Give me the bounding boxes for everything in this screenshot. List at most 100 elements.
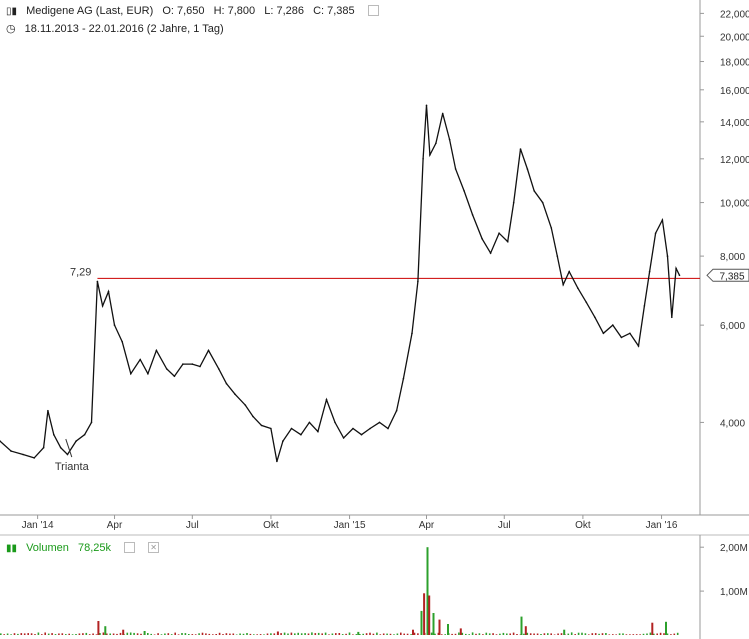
volume-bar [396, 633, 399, 635]
price-point [270, 427, 272, 430]
volume-bar [58, 633, 60, 635]
volume-bar [242, 633, 245, 635]
volume-value: 78,25k [77, 542, 111, 554]
price-point [290, 427, 293, 430]
x-tick-label: Okt [575, 520, 591, 531]
volume-bar [0, 633, 2, 635]
volume-bar [632, 634, 635, 635]
x-tick-label: Apr [419, 520, 435, 531]
volume-bar [563, 629, 566, 635]
volume-bar [6, 633, 9, 635]
volume-bar [157, 633, 159, 635]
volume-bar [512, 632, 515, 635]
price-point [282, 440, 284, 442]
volume-bar [188, 634, 190, 635]
volume-bar [280, 633, 282, 635]
price-point [637, 345, 640, 347]
price-point [506, 240, 509, 243]
volume-bar [458, 632, 460, 635]
low-value: L: 7,286 [264, 5, 304, 17]
volume-bar [475, 633, 477, 635]
volume-bar [365, 633, 368, 635]
price-point [678, 274, 681, 277]
volume-bar [232, 633, 235, 635]
volume-bar [328, 634, 330, 635]
price-point [666, 255, 669, 257]
volume-bar [359, 634, 361, 635]
volume-bar [432, 613, 435, 635]
volume-bar [560, 633, 563, 635]
volume-bar [184, 633, 187, 635]
last-price-marker [706, 268, 749, 282]
volume-bar [82, 633, 84, 635]
volume-bar [20, 633, 23, 635]
price-point [435, 142, 437, 145]
instrument-name: Medigene AG (Last, EUR) [26, 5, 154, 17]
volume-bar [311, 632, 313, 635]
price-point [526, 168, 529, 170]
volume-bar [591, 633, 594, 635]
volume-bar [567, 633, 570, 635]
volume-bar [324, 632, 327, 635]
price-point [207, 349, 210, 352]
volume-bar [673, 633, 676, 635]
price-point [121, 340, 123, 343]
volume-bar [92, 633, 94, 635]
price-point [562, 283, 564, 286]
volume-bar [618, 633, 621, 635]
volume-icon[interactable]: ▮▮ [6, 543, 18, 554]
price-point [173, 375, 176, 378]
close-icon[interactable]: ✕ [148, 541, 160, 553]
volume-bar [348, 632, 351, 635]
volume-bar [499, 633, 501, 635]
price-point [22, 453, 24, 456]
volume-bar [75, 634, 77, 635]
price-point [519, 148, 522, 150]
volume-bar [520, 616, 523, 635]
volume-bar [126, 632, 129, 635]
volume-bar [95, 634, 98, 635]
volume-bar [547, 633, 549, 635]
price-point [10, 450, 12, 452]
volume-bar [594, 633, 597, 635]
price-point [512, 201, 515, 204]
volume-bar [297, 632, 299, 635]
y-tick-label: 8,000 [720, 252, 745, 263]
volume-bar [47, 633, 50, 635]
price-point [325, 398, 328, 401]
price-point [342, 437, 345, 439]
volume-bar [495, 634, 498, 635]
volume-bar [536, 633, 539, 635]
chart-type-icon[interactable]: ▯▮ [6, 6, 18, 17]
settings-icon[interactable] [367, 4, 379, 16]
volume-bar [44, 632, 46, 635]
volume-bar [253, 634, 255, 635]
volume-bar [584, 633, 587, 635]
volume-bar [256, 634, 258, 635]
volume-bar [263, 634, 265, 635]
y-tick-label: 22,000 [720, 9, 749, 20]
price-point [234, 393, 236, 396]
volume-bar [194, 634, 197, 635]
volume-bar [147, 633, 149, 635]
volume-bar [509, 633, 511, 635]
annotation-label: Trianta [55, 461, 90, 473]
price-point [218, 368, 220, 370]
price-point [620, 336, 623, 339]
volume-bar [119, 632, 122, 635]
price-point [568, 270, 570, 273]
price-point [334, 421, 336, 424]
volume-label: Volumen [26, 542, 69, 554]
price-point [83, 433, 86, 436]
volume-bar [51, 633, 53, 635]
volume-bar [266, 633, 269, 635]
volume-bar [666, 633, 669, 635]
settings-icon[interactable] [124, 541, 136, 553]
volume-bar [355, 634, 358, 635]
volume-bar [78, 633, 81, 635]
price-point [429, 154, 431, 156]
price-point [308, 421, 311, 424]
volume-bar [99, 633, 101, 635]
volume-bar [465, 633, 467, 635]
